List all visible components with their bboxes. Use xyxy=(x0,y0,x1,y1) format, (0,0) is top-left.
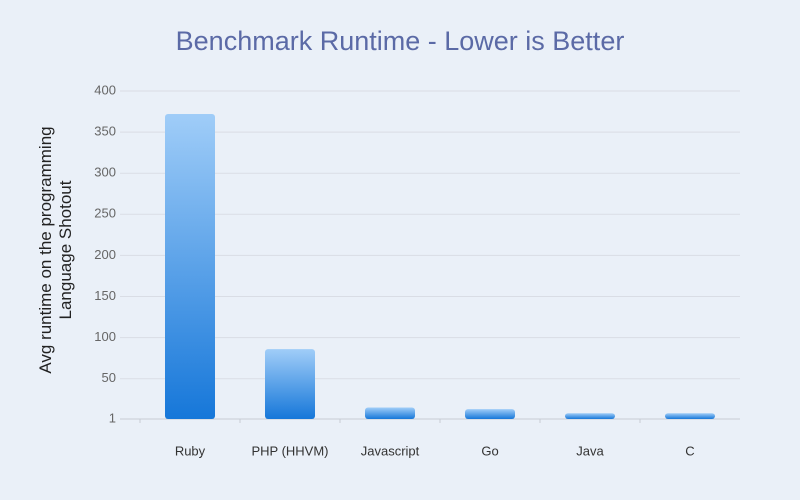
bar xyxy=(565,413,615,419)
bar xyxy=(465,409,515,419)
y-tick-label: 350 xyxy=(94,124,116,139)
y-axis-title: Avg runtime on the programming Language … xyxy=(36,126,75,374)
bar xyxy=(165,114,215,419)
y-tick-label: 150 xyxy=(94,288,116,303)
x-tick-label: PHP (HHVM) xyxy=(251,443,328,458)
y-tick-label: 50 xyxy=(102,370,116,385)
y-tick-label: 300 xyxy=(94,165,116,180)
y-tick-label: 100 xyxy=(94,329,116,344)
x-tick-label: Javascript xyxy=(361,443,420,458)
chart-title: Benchmark Runtime - Lower is Better xyxy=(176,26,625,56)
y-tick-label: 1 xyxy=(109,410,116,425)
bar xyxy=(665,413,715,419)
bar xyxy=(365,407,415,419)
x-tick-label: Ruby xyxy=(175,443,206,458)
y-tick-label: 250 xyxy=(94,206,116,221)
x-tick-label: Go xyxy=(481,443,498,458)
y-tick-label: 400 xyxy=(94,82,116,97)
x-tick-label: C xyxy=(685,443,694,458)
y-tick-label: 200 xyxy=(94,247,116,262)
x-tick-label: Java xyxy=(576,443,604,458)
bar xyxy=(265,349,315,419)
